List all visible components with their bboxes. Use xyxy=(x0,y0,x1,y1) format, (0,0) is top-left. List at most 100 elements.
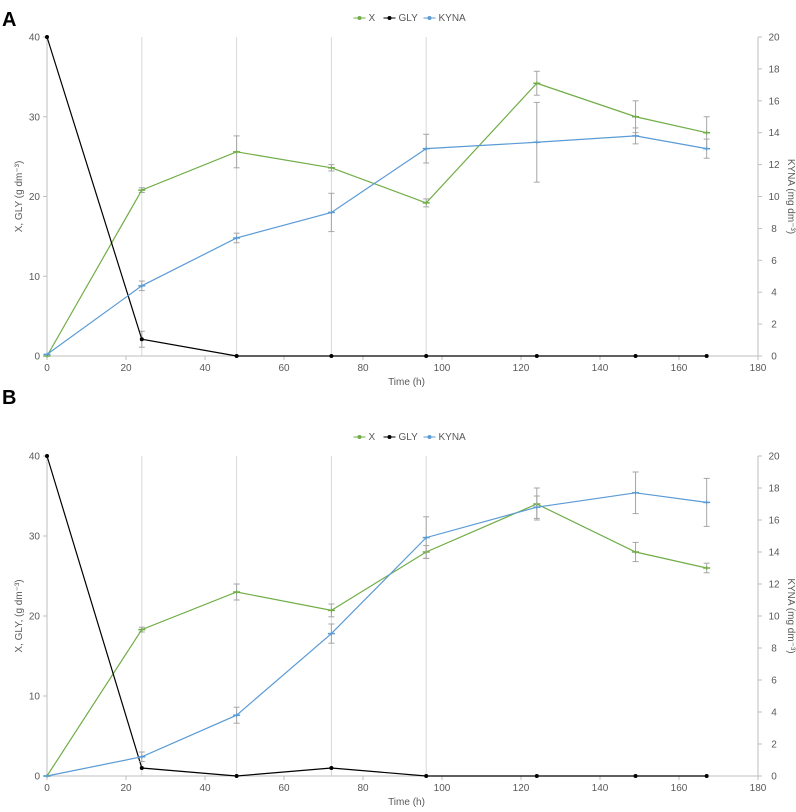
y-right-axis-title: KYNA (mg dm⁻³) xyxy=(785,578,796,653)
x-tick-label: 0 xyxy=(44,783,50,794)
y-right-tick-label: 20 xyxy=(768,33,780,44)
data-point xyxy=(329,766,334,770)
panel-label: A xyxy=(2,9,16,31)
y-left-tick-label: 40 xyxy=(29,452,41,463)
y-left-axis-title: X, GLY, (g dm⁻³) xyxy=(14,579,25,652)
y-right-tick-label: 12 xyxy=(768,580,780,591)
y-right-tick-label: 4 xyxy=(771,288,777,299)
data-point xyxy=(424,774,429,778)
y-right-tick-label: 2 xyxy=(771,320,777,331)
x-axis-title: Time (h) xyxy=(388,377,425,388)
x-tick-label: 180 xyxy=(750,363,767,374)
series-line-gly xyxy=(46,36,707,357)
y-right-tick-label: 16 xyxy=(768,516,780,527)
y-right-tick-label: 18 xyxy=(768,64,780,75)
series-x xyxy=(43,487,711,778)
y-right-tick-label: 6 xyxy=(771,676,777,687)
legend-marker-gly xyxy=(387,16,392,20)
legend-label-kyna: KYNA xyxy=(439,13,467,24)
series-kyna xyxy=(43,471,711,778)
series-line-x xyxy=(46,503,707,777)
x-tick-label: 120 xyxy=(513,363,530,374)
series-line-kyna xyxy=(46,492,707,777)
y-right-axis-title: KYNA (mg dm⁻³) xyxy=(785,159,796,234)
series-gly xyxy=(45,35,709,358)
data-point xyxy=(534,774,539,778)
y-right-tick-label: 18 xyxy=(768,484,780,495)
series-gly xyxy=(45,454,709,778)
x-tick-label: 100 xyxy=(434,783,451,794)
x-tick-label: 20 xyxy=(120,363,132,374)
legend: X GLY KYNA xyxy=(353,13,467,24)
y-right-tick-label: 14 xyxy=(768,128,780,139)
y-left-tick-label: 0 xyxy=(34,352,40,363)
data-point xyxy=(329,354,334,358)
x-tick-label: 0 xyxy=(44,363,50,374)
panel-label: B xyxy=(2,387,16,409)
legend-marker-kyna xyxy=(427,435,432,439)
legend-marker-kyna xyxy=(427,16,432,20)
y-left-axis-title: X, GLY (g dm⁻³) xyxy=(14,161,25,233)
legend-label-x: X xyxy=(369,13,376,24)
x-tick-label: 140 xyxy=(592,783,609,794)
x-tick-label: 20 xyxy=(120,783,132,794)
x-tick-label: 180 xyxy=(750,783,767,794)
legend-label-gly: GLY xyxy=(399,432,419,443)
data-point xyxy=(234,354,239,358)
y-left-tick-label: 20 xyxy=(29,612,41,623)
data-point xyxy=(424,354,429,358)
y-left-tick-label: 10 xyxy=(29,272,41,283)
y-right-tick-label: 16 xyxy=(768,96,780,107)
y-right-tick-label: 2 xyxy=(771,740,777,751)
y-right-tick-label: 14 xyxy=(768,548,780,559)
x-tick-label: 100 xyxy=(434,363,451,374)
y-right-tick-label: 0 xyxy=(771,772,777,783)
y-right-tick-label: 12 xyxy=(768,160,780,171)
data-point xyxy=(704,774,709,778)
x-tick-label: 160 xyxy=(671,363,688,374)
y-left-tick-label: 30 xyxy=(29,112,41,123)
y-left-tick-label: 10 xyxy=(29,692,41,703)
y-right-tick-label: 4 xyxy=(771,708,777,719)
y-left-tick-label: 40 xyxy=(29,33,41,44)
data-point xyxy=(139,337,144,342)
chart-panel-a: A 0 20 40 60 80 100 120 140 160 180 0 10 20 30 40 0 2 4 6 8 1… xyxy=(2,9,796,388)
series-line-kyna xyxy=(46,135,707,355)
series-kyna xyxy=(43,101,711,357)
data-point xyxy=(45,35,49,39)
legend-label-x: X xyxy=(369,432,376,443)
legend-marker-x xyxy=(357,435,362,439)
y-left-tick-label: 0 xyxy=(34,772,40,783)
data-point xyxy=(704,354,709,358)
chart-panel-b: B 0 20 40 60 80 100 120 140 160 180 0 10 20 30 40 0 2 4 6 8 1… xyxy=(2,387,796,808)
y-right-tick-label: 8 xyxy=(771,644,777,655)
series-x xyxy=(43,70,711,358)
data-point xyxy=(234,774,239,778)
x-tick-label: 40 xyxy=(199,783,211,794)
y-right-tick-label: 10 xyxy=(768,612,780,623)
data-point xyxy=(534,354,539,358)
y-right-tick-label: 0 xyxy=(771,352,777,363)
legend: X GLY KYNA xyxy=(353,432,467,443)
data-point xyxy=(45,454,49,458)
y-right-tick-label: 6 xyxy=(771,256,777,267)
x-tick-label: 160 xyxy=(671,783,688,794)
data-point xyxy=(633,354,638,358)
x-tick-label: 60 xyxy=(278,783,290,794)
y-left-tick-label: 20 xyxy=(29,192,41,203)
series-line-gly xyxy=(46,455,707,777)
x-tick-label: 80 xyxy=(357,363,369,374)
series-line-x xyxy=(46,82,707,357)
data-point xyxy=(633,774,638,778)
x-tick-label: 40 xyxy=(199,363,211,374)
x-tick-label: 140 xyxy=(592,363,609,374)
legend-label-kyna: KYNA xyxy=(439,432,467,443)
x-tick-label: 60 xyxy=(278,363,290,374)
y-right-tick-label: 20 xyxy=(768,452,780,463)
y-right-tick-label: 10 xyxy=(768,192,780,203)
y-left-tick-label: 30 xyxy=(29,532,41,543)
x-tick-label: 80 xyxy=(357,783,369,794)
legend-marker-x xyxy=(357,16,362,20)
